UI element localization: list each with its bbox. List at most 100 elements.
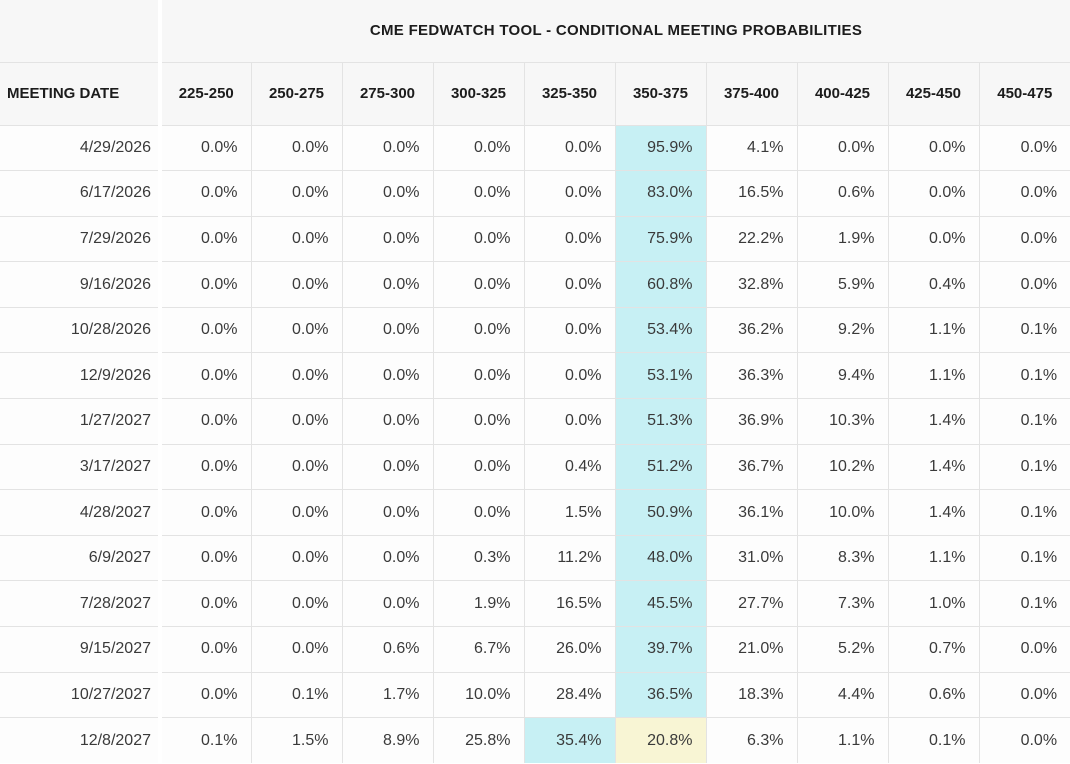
probability-cell: 0.0% [341, 580, 434, 628]
probability-cell: 0.0% [341, 124, 434, 172]
meeting-date-cell: 10/27/2027 [0, 671, 162, 719]
probability-cell: 1.1% [887, 306, 980, 354]
probability-cell: 0.0% [796, 124, 889, 172]
probability-cell: 0.4% [523, 443, 616, 491]
probability-cell: 0.1% [159, 717, 252, 764]
table-row: 7/29/2026 0.0% 0.0% 0.0% 0.0% 0.0% 75.9% 22.2% 1… [0, 215, 1070, 263]
probability-cell: 0.0% [432, 352, 525, 400]
probability-cell: 0.0% [159, 443, 252, 491]
column-header-225-250: 225-250 [159, 61, 252, 126]
column-header-400-425: 400-425 [796, 61, 889, 126]
meeting-date-cell: 4/29/2026 [0, 124, 162, 172]
probability-cell: 0.1% [978, 489, 1070, 536]
probability-cell: 0.1% [250, 671, 343, 719]
probability-cell: 0.0% [159, 215, 252, 263]
probability-cell: 6.7% [432, 626, 525, 673]
probability-cell: 0.0% [523, 306, 616, 354]
probability-cell: 1.9% [796, 215, 889, 263]
probability-cell: 0.1% [978, 398, 1070, 445]
probability-cell: 0.0% [523, 398, 616, 445]
probability-cell: 51.2% [614, 443, 707, 491]
probability-cell: 0.0% [978, 261, 1070, 308]
probability-cell: 36.7% [705, 443, 798, 491]
probability-cell: 0.0% [341, 306, 434, 354]
probability-cell: 4.1% [705, 124, 798, 172]
probability-cell: 0.0% [159, 261, 252, 308]
probability-cell: 0.4% [887, 261, 980, 308]
probability-cell: 18.3% [705, 671, 798, 719]
probability-cell: 22.2% [705, 215, 798, 263]
table-row: 7/28/2027 0.0% 0.0% 0.0% 1.9% 16.5% 45.5% 27.7%… [0, 580, 1070, 628]
probability-cell: 0.0% [250, 124, 343, 172]
probability-cell: 0.0% [523, 215, 616, 263]
meeting-date-column-header: MEETING DATE [0, 61, 162, 126]
probability-cell: 0.6% [341, 626, 434, 673]
probability-cell: 1.4% [887, 443, 980, 491]
probability-cell: 0.1% [978, 306, 1070, 354]
probability-cell: 36.9% [705, 398, 798, 445]
probability-cell: 1.5% [523, 489, 616, 536]
probability-cell: 1.4% [887, 489, 980, 536]
probability-cell: 0.0% [978, 717, 1070, 764]
probability-cell: 0.0% [432, 489, 525, 536]
corner-cell [0, 0, 162, 63]
table-row: 3/17/2027 0.0% 0.0% 0.0% 0.0% 0.4% 51.2% 36.7% 1… [0, 443, 1070, 491]
table-row: 6/9/2027 0.0% 0.0% 0.0% 0.3% 11.2% 48.0% 31.0% 8… [0, 534, 1070, 582]
probability-cell: 20.8% [614, 717, 707, 764]
meeting-date-cell: 6/17/2026 [0, 170, 162, 217]
meeting-date-cell: 9/16/2026 [0, 261, 162, 308]
probability-cell: 0.0% [159, 352, 252, 400]
probability-cell: 0.0% [250, 306, 343, 354]
table-row: 10/28/2026 0.0% 0.0% 0.0% 0.0% 0.0% 53.4% 36.2%… [0, 306, 1070, 354]
probability-cell: 0.0% [978, 626, 1070, 673]
probability-cell: 0.3% [432, 534, 525, 582]
meeting-date-cell: 10/28/2026 [0, 306, 162, 354]
probability-cell: 10.0% [432, 671, 525, 719]
probability-cell: 0.0% [250, 170, 343, 217]
probability-cell: 5.2% [796, 626, 889, 673]
meeting-date-cell: 4/28/2027 [0, 489, 162, 536]
table-row: 12/9/2026 0.0% 0.0% 0.0% 0.0% 0.0% 53.1% 36.3% 9… [0, 352, 1070, 400]
table-title: CME FEDWATCH TOOL - CONDITIONAL MEETING … [159, 0, 1070, 63]
probability-cell: 31.0% [705, 534, 798, 582]
table-row: 10/27/2027 0.0% 0.1% 1.7% 10.0% 28.4% 36.5% 18.… [0, 671, 1070, 719]
probability-cell: 0.0% [159, 306, 252, 354]
probability-cell: 1.4% [887, 398, 980, 445]
table-row: 9/15/2027 0.0% 0.0% 0.6% 6.7% 26.0% 39.7% 21.0%… [0, 626, 1070, 673]
probability-cell: 0.0% [978, 170, 1070, 217]
probability-cell: 0.1% [978, 580, 1070, 628]
probability-cell: 0.0% [159, 671, 252, 719]
probability-cell: 0.0% [341, 398, 434, 445]
probability-cell: 0.0% [250, 398, 343, 445]
probability-cell: 21.0% [705, 626, 798, 673]
probability-cell: 51.3% [614, 398, 707, 445]
table-row: 1/27/2027 0.0% 0.0% 0.0% 0.0% 0.0% 51.3% 36.9% 1… [0, 398, 1070, 445]
probability-cell: 0.0% [341, 489, 434, 536]
meeting-date-cell: 7/29/2026 [0, 215, 162, 263]
probability-cell: 1.1% [796, 717, 889, 764]
probability-cell: 1.1% [887, 352, 980, 400]
probability-cell: 53.4% [614, 306, 707, 354]
probability-cell: 0.0% [432, 261, 525, 308]
column-header-275-300: 275-300 [341, 61, 434, 126]
table-row: 6/17/2026 0.0% 0.0% 0.0% 0.0% 0.0% 83.0% 16.5% 0… [0, 170, 1070, 217]
column-header-350-375: 350-375 [614, 61, 707, 126]
meeting-date-cell: 9/15/2027 [0, 626, 162, 673]
probability-cell: 26.0% [523, 626, 616, 673]
probability-cell: 0.0% [250, 580, 343, 628]
probability-cell: 0.1% [978, 352, 1070, 400]
probability-cell: 6.3% [705, 717, 798, 764]
probability-cell: 0.0% [341, 534, 434, 582]
probability-cell: 16.5% [705, 170, 798, 217]
probability-cell: 0.0% [159, 489, 252, 536]
meeting-date-cell: 1/27/2027 [0, 398, 162, 445]
meeting-date-cell: 12/8/2027 [0, 717, 162, 764]
probability-cell: 10.2% [796, 443, 889, 491]
probability-cell: 1.9% [432, 580, 525, 628]
table-row: 9/16/2026 0.0% 0.0% 0.0% 0.0% 0.0% 60.8% 32.8% 5… [0, 261, 1070, 308]
title-row: CME FEDWATCH TOOL - CONDITIONAL MEETING … [0, 0, 1070, 63]
probability-cell: 0.6% [887, 671, 980, 719]
probability-cell: 9.4% [796, 352, 889, 400]
probability-cell: 28.4% [523, 671, 616, 719]
probability-cell: 0.0% [523, 261, 616, 308]
